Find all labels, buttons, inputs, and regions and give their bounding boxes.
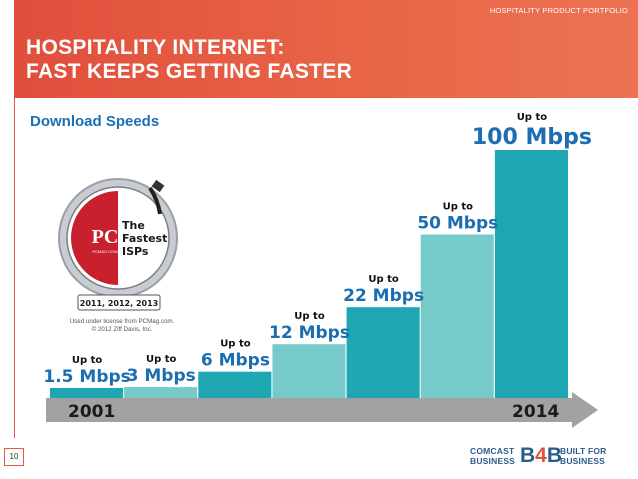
chart-subtitle: Download Speeds — [30, 113, 160, 130]
logo-right-text: BUILT FOR BUSINESS — [560, 446, 607, 466]
bar-2 — [124, 387, 198, 398]
timeline: 2001 2014 — [46, 392, 598, 428]
license-credit: Used under license from PCMag.com. © 201… — [52, 318, 192, 334]
badge-white-half — [118, 191, 165, 285]
logo-left-text: COMCAST BUSINESS — [470, 446, 515, 466]
logo-mark-b1: B — [520, 444, 536, 467]
bars-group — [50, 150, 568, 398]
bar-value-label-7: 100 Mbps — [472, 125, 592, 150]
bar-4 — [272, 344, 346, 398]
bar-value-label-4: 12 Mbps — [269, 323, 350, 343]
title-line-1: HOSPITALITY INTERNET: — [26, 36, 285, 59]
bar-value-label-1: 1.5 Mbps — [43, 367, 130, 387]
title-line-2: FAST KEEPS GETTING FASTER — [26, 60, 353, 83]
bar-1 — [50, 388, 124, 398]
bar-prefix-label-4: Up to — [294, 311, 325, 322]
credit-line-2: © 2012 Ziff Davis, Inc. — [91, 326, 153, 333]
bar-value-label-2: 3 Mbps — [127, 366, 196, 386]
comcast-b4b-logo: COMCAST BUSINESS B4B BUILT FOR BUSINESS — [470, 444, 622, 470]
bar-prefix-label-6: Up to — [443, 202, 474, 213]
timeline-start: 2001 — [68, 402, 115, 422]
header-banner — [14, 0, 638, 98]
badge-years: 2011, 2012, 2013 — [80, 299, 158, 308]
page-number: 10 — [4, 448, 24, 466]
badge-claim-line3: ISPs — [122, 245, 149, 258]
pcmag-badge: PC PCMAG.COM The Fastest ISPs 2011, 2012… — [58, 178, 178, 311]
logo-left-line2: BUSINESS — [470, 456, 516, 466]
network-cable-icon — [148, 179, 165, 215]
pc-brand-text: PC — [92, 226, 119, 248]
bar-6 — [420, 234, 494, 398]
bar-3 — [198, 371, 272, 398]
bar-value-label-3: 6 Mbps — [201, 351, 270, 371]
logo-right-line2: BUSINESS — [560, 456, 606, 466]
logo-b4b-mark: B4B — [520, 444, 562, 468]
timeline-arrow — [46, 392, 598, 428]
portfolio-label: HOSPITALITY PRODUCT PORTFOLIO — [489, 6, 628, 15]
badge-years-ribbon — [77, 294, 161, 311]
bar-prefix-label-2: Up to — [146, 354, 177, 365]
bar-prefix-label-3: Up to — [220, 339, 251, 350]
badge-claim-line1: The — [122, 219, 145, 232]
page-title: HOSPITALITY INTERNET: FAST KEEPS GETTING… — [26, 36, 352, 84]
bar-prefix-label-7: Up to — [517, 112, 548, 123]
bar-prefix-label-1: Up to — [72, 355, 103, 366]
timeline-end: 2014 — [512, 402, 559, 422]
credit-line-1: Used under license from PCMag.com. — [69, 318, 175, 325]
badge-claim-line2: Fastest — [122, 232, 167, 245]
logo-left-line1: COMCAST — [470, 446, 515, 456]
bar-7 — [494, 150, 568, 398]
logo-mark-b2: B — [546, 444, 563, 467]
bar-value-label-5: 22 Mbps — [343, 286, 424, 306]
pc-brand-sub: PCMAG.COM — [92, 249, 117, 254]
logo-mark-4: 4 — [535, 444, 547, 467]
bar-value-label-6: 50 Mbps — [417, 214, 498, 234]
bar-prefix-label-5: Up to — [368, 274, 399, 285]
pc-brand-box — [92, 225, 118, 249]
logo-right-line1: BUILT FOR — [560, 446, 607, 456]
bar-5 — [346, 307, 420, 398]
left-rule — [14, 98, 15, 438]
